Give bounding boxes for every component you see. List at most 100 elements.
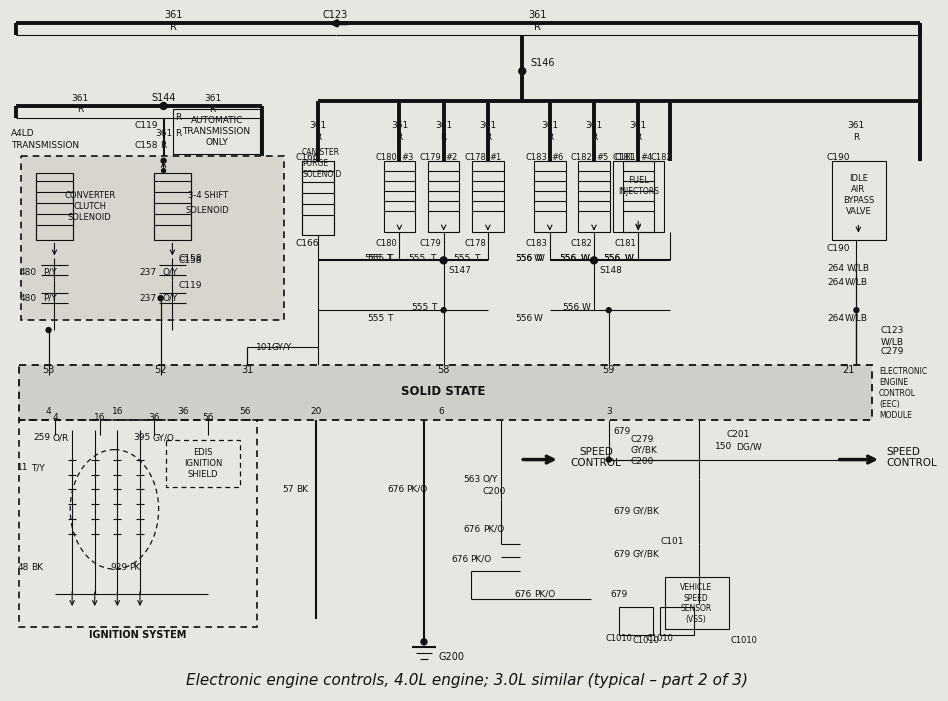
Bar: [36, 172, 73, 240]
Text: C179: C179: [420, 239, 442, 248]
Text: T: T: [387, 254, 392, 263]
Text: C119: C119: [178, 281, 202, 290]
Text: GY/Y: GY/Y: [271, 343, 292, 351]
Text: O/R: O/R: [52, 433, 69, 442]
Text: 36: 36: [177, 407, 189, 416]
Text: 36: 36: [148, 413, 159, 422]
Text: 679: 679: [613, 550, 630, 559]
Circle shape: [854, 308, 859, 313]
Text: 676: 676: [515, 590, 532, 599]
Text: 361: 361: [309, 121, 326, 130]
Text: 56: 56: [202, 413, 213, 422]
Text: 556: 556: [515, 254, 532, 263]
Text: 237: 237: [139, 294, 156, 303]
Text: T: T: [387, 313, 392, 322]
Text: 676: 676: [387, 485, 405, 494]
Circle shape: [519, 67, 526, 74]
Text: T: T: [429, 254, 435, 263]
Text: ONLY: ONLY: [205, 138, 228, 147]
Text: 4: 4: [46, 407, 51, 416]
Bar: [619, 607, 653, 635]
Text: (EEC): (EEC): [879, 400, 900, 409]
Text: W: W: [580, 254, 589, 263]
Text: 556: 556: [603, 254, 621, 263]
Text: 361: 361: [848, 121, 865, 130]
Text: #6: #6: [552, 154, 564, 162]
Text: C1010: C1010: [731, 637, 757, 646]
Text: IGNITION: IGNITION: [184, 459, 222, 468]
Circle shape: [607, 308, 611, 313]
Text: SOLENOID: SOLENOID: [186, 206, 229, 215]
Text: W: W: [625, 254, 633, 263]
Text: ELECTRONIC: ELECTRONIC: [879, 367, 927, 376]
Text: 59: 59: [603, 365, 615, 375]
Text: S146: S146: [530, 58, 555, 68]
Text: C200: C200: [483, 487, 506, 496]
Text: C166: C166: [295, 154, 319, 162]
Text: W/LB: W/LB: [881, 338, 904, 346]
Text: 150: 150: [715, 442, 733, 451]
Text: R: R: [534, 22, 540, 32]
Text: SPEED: SPEED: [885, 447, 920, 456]
Text: W: W: [536, 254, 545, 263]
Text: 264: 264: [827, 313, 844, 322]
Text: W/LB: W/LB: [845, 278, 867, 287]
Text: SOLENOID: SOLENOID: [302, 170, 341, 179]
Text: 361: 361: [164, 11, 183, 20]
Text: GY/BK: GY/BK: [630, 445, 657, 454]
Text: C119: C119: [134, 121, 157, 130]
Text: O/Y: O/Y: [162, 268, 178, 277]
Text: 555: 555: [364, 254, 382, 263]
Text: C178: C178: [464, 154, 486, 162]
Text: A4LD: A4LD: [11, 130, 35, 138]
Text: CONTROL: CONTROL: [879, 389, 916, 398]
Text: PK/O: PK/O: [483, 525, 504, 533]
Text: W: W: [534, 254, 543, 263]
Text: 679: 679: [613, 427, 630, 436]
Text: W/LB: W/LB: [847, 264, 869, 273]
Text: R: R: [484, 133, 491, 142]
Bar: [19, 365, 872, 420]
Text: AIR: AIR: [851, 185, 866, 194]
Text: 929: 929: [110, 563, 127, 571]
Text: GY/BK: GY/BK: [632, 507, 659, 516]
Text: 556: 556: [559, 254, 576, 263]
Text: 361: 361: [391, 121, 408, 130]
Text: CONVERTER: CONVERTER: [64, 191, 116, 200]
Text: 58: 58: [437, 365, 449, 375]
Text: SOLENOID: SOLENOID: [68, 213, 112, 222]
Text: SHIELD: SHIELD: [188, 470, 218, 479]
Text: 16: 16: [94, 413, 105, 422]
Text: 52: 52: [155, 365, 167, 375]
Bar: [302, 161, 334, 236]
Text: R: R: [315, 133, 321, 142]
Text: INJECTORS: INJECTORS: [618, 187, 659, 196]
Text: 555: 555: [409, 254, 426, 263]
Text: PK: PK: [129, 563, 140, 571]
Text: TRANSMISSION: TRANSMISSION: [183, 128, 250, 137]
Text: SOLID STATE: SOLID STATE: [401, 386, 485, 398]
Text: MODULE: MODULE: [879, 411, 912, 420]
Text: FUEL: FUEL: [628, 176, 648, 185]
Text: C180: C180: [375, 154, 397, 162]
Text: C279: C279: [630, 435, 654, 444]
Text: 679: 679: [613, 507, 630, 516]
Text: SPEED: SPEED: [684, 594, 708, 603]
Text: 556: 556: [515, 313, 532, 322]
Text: C200: C200: [630, 457, 654, 466]
Text: PK/O: PK/O: [470, 554, 491, 564]
Text: 3: 3: [606, 407, 611, 416]
Text: 21: 21: [843, 365, 855, 375]
Bar: [612, 161, 664, 233]
Text: 679: 679: [611, 590, 628, 599]
Text: T/Y: T/Y: [31, 463, 45, 472]
Bar: [623, 161, 654, 233]
Text: 101: 101: [256, 343, 273, 351]
Text: W: W: [625, 254, 633, 263]
Text: C190: C190: [827, 244, 850, 253]
Text: R: R: [635, 133, 642, 142]
Text: 361: 361: [528, 11, 546, 20]
Text: 676: 676: [464, 525, 481, 533]
Text: C181: C181: [614, 239, 636, 248]
Text: (VSS): (VSS): [685, 615, 706, 625]
